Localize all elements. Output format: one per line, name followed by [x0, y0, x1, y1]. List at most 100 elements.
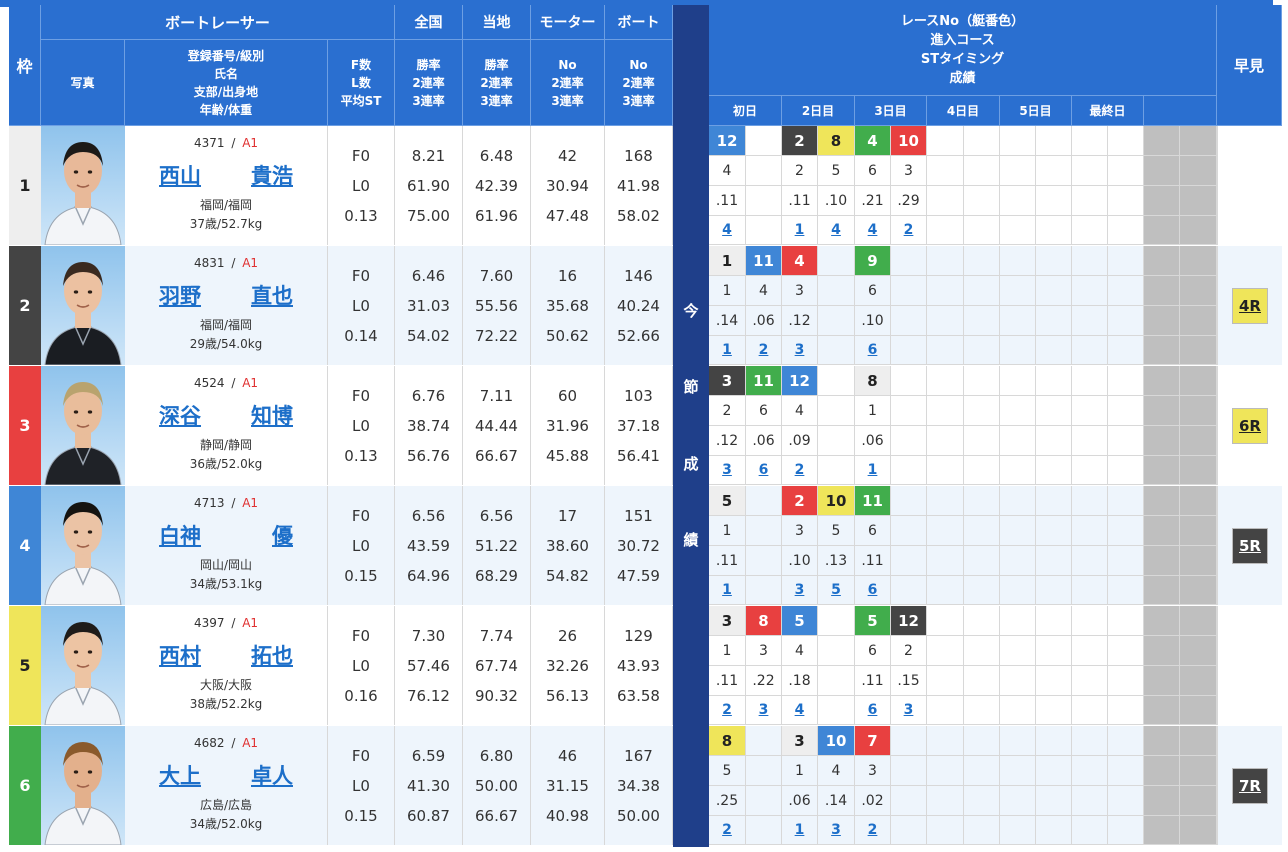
- racer-name-link[interactable]: 白神 優: [159, 520, 293, 548]
- result-rank-link[interactable]: 2: [794, 462, 805, 478]
- result-rank-link[interactable]: 4: [831, 222, 841, 238]
- result-rank-link[interactable]: 6: [758, 462, 769, 478]
- racer-name-sei: 深谷: [159, 404, 201, 428]
- racer-profile: 4713 / A1 白神 優岡山/岡山 34歳/53.1kg: [125, 486, 328, 605]
- st-timing-value: .11: [855, 546, 891, 576]
- result-rank-link[interactable]: 2: [903, 222, 914, 238]
- fl-value-f: F0: [351, 386, 371, 405]
- result-rank-link[interactable]: 1: [722, 342, 732, 358]
- result-cell: [964, 576, 1000, 605]
- result-cell: [1108, 636, 1144, 666]
- result-cell: [1000, 786, 1036, 816]
- result-rank-link[interactable]: 4: [867, 222, 878, 238]
- fl-value-f: F0: [351, 506, 371, 525]
- result-rank-link[interactable]: 2: [867, 822, 878, 838]
- hayami-race-badge[interactable]: 6R: [1232, 407, 1268, 444]
- result-cell: [1108, 216, 1144, 245]
- fl-value-l: L0: [352, 416, 370, 435]
- result-cell: [927, 516, 964, 546]
- result-cell: [1036, 546, 1072, 576]
- result-rank-link[interactable]: 1: [794, 822, 805, 838]
- result-rank-link[interactable]: 2: [722, 702, 732, 718]
- result-cell: [746, 156, 782, 186]
- result-rank-link[interactable]: 6: [867, 702, 878, 718]
- motor-stats-value: 60: [557, 386, 578, 405]
- result-cell: [964, 366, 1000, 396]
- result-rank-link[interactable]: 5: [831, 582, 841, 598]
- result-rank-link[interactable]: 3: [794, 342, 805, 358]
- result-cell: [818, 456, 855, 485]
- racer-name-link[interactable]: 西山 貴浩: [159, 160, 293, 188]
- result-cell: [1000, 816, 1036, 845]
- racer-name-link[interactable]: 西村 拓也: [159, 640, 293, 668]
- result-rank-link[interactable]: 1: [722, 582, 732, 598]
- result-rank-cell: 4: [782, 696, 818, 725]
- result-cell: [891, 546, 927, 576]
- result-cell: [891, 816, 927, 845]
- header-profile: 登録番号/級別 氏名 支部/出身地 年齢/体重: [125, 40, 328, 126]
- hayami-race-badge[interactable]: 7R: [1232, 767, 1268, 804]
- racer-name-link[interactable]: 深谷 知博: [159, 400, 293, 428]
- result-cell: [1180, 666, 1217, 696]
- result-rank-link[interactable]: 6: [867, 582, 878, 598]
- racer-fl: F0 L0 0.15: [328, 726, 395, 845]
- course-value: 4: [818, 756, 855, 786]
- result-cell: [1036, 786, 1072, 816]
- hayami-race-badge[interactable]: 4R: [1232, 287, 1268, 324]
- zenkoku-rates-value: 76.12: [407, 686, 450, 705]
- result-cell: [1072, 816, 1108, 845]
- result-cell: [927, 306, 964, 336]
- result-cell: [1036, 426, 1072, 456]
- result-cell: [1000, 336, 1036, 365]
- result-rank-link[interactable]: 2: [758, 342, 769, 358]
- result-rank-link[interactable]: 3: [722, 462, 732, 478]
- fl-value-l: L0: [352, 776, 370, 795]
- result-rank-cell: 2: [782, 456, 818, 485]
- result-cell: [1108, 306, 1144, 336]
- reg-line: 4371 / A1: [194, 136, 258, 154]
- reg-line: 4397 / A1: [194, 616, 258, 634]
- result-cell: [1108, 336, 1144, 365]
- result-rank-link[interactable]: 3: [831, 822, 841, 838]
- st-timing-value: .12: [709, 426, 746, 456]
- result-cell: [1036, 606, 1072, 636]
- result-rank-link[interactable]: 3: [903, 702, 914, 718]
- result-rank-link[interactable]: 2: [722, 822, 732, 838]
- result-cell: [1000, 696, 1036, 725]
- result-cell: [1072, 216, 1108, 245]
- result-rank-link[interactable]: 4: [722, 222, 732, 238]
- header-day: 初日: [709, 96, 782, 126]
- result-rank-link[interactable]: 3: [794, 582, 805, 598]
- result-cell: [964, 726, 1000, 756]
- course-value: 4: [746, 276, 782, 306]
- course-value: 1: [782, 756, 818, 786]
- result-cell: [1180, 696, 1217, 725]
- racer-fl: F0 L0 0.16: [328, 606, 395, 725]
- result-cell: [1000, 366, 1036, 396]
- st-timing-value: .06: [746, 306, 782, 336]
- touchi-rates: 6.56 51.22 68.29: [463, 486, 531, 605]
- st-timing-value: .11: [855, 666, 891, 696]
- hayami-race-badge[interactable]: 5R: [1232, 527, 1268, 564]
- result-rank-link[interactable]: 3: [758, 702, 769, 718]
- result-rank-cell: 3: [782, 576, 818, 605]
- reg-separator: /: [227, 256, 240, 270]
- header-touchi-line: 勝率: [484, 57, 509, 72]
- result-rank-link[interactable]: 1: [867, 462, 878, 478]
- result-rank-link[interactable]: 4: [794, 702, 805, 718]
- racer-portrait-icon: [44, 262, 122, 365]
- result-cell: [964, 696, 1000, 725]
- result-cell: [964, 786, 1000, 816]
- racer-name-link[interactable]: 大上 卓人: [159, 760, 293, 788]
- zenkoku-rates-value: 31.03: [407, 296, 450, 315]
- result-cell: [1000, 426, 1036, 456]
- racer-name-link[interactable]: 羽野 直也: [159, 280, 293, 308]
- result-rank-link[interactable]: 1: [794, 222, 805, 238]
- result-cell: [1144, 456, 1180, 485]
- st-timing-value: .25: [709, 786, 746, 816]
- st-timing-value: .14: [709, 306, 746, 336]
- result-cell: [927, 576, 964, 605]
- st-timing-value: .11: [709, 666, 746, 696]
- result-rank-link[interactable]: 6: [867, 342, 878, 358]
- registration-number: 4371: [193, 136, 225, 150]
